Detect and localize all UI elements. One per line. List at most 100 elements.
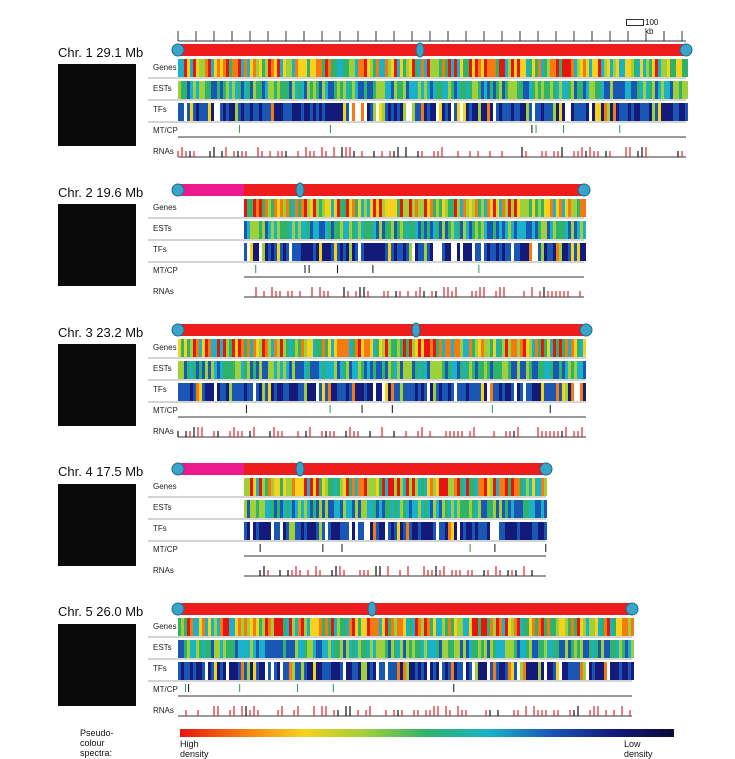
density-stripe: [259, 618, 262, 636]
density-stripe: [457, 221, 460, 239]
density-stripe: [505, 522, 508, 540]
density-stripe: [304, 81, 307, 99]
density-stripe: [481, 522, 484, 540]
density-stripe: [484, 500, 487, 518]
density-stripe: [397, 640, 400, 658]
density-stripe: [481, 339, 484, 357]
density-stripe: [466, 522, 469, 540]
density-stripe: [439, 522, 442, 540]
density-stripe: [418, 383, 421, 401]
density-stripe: [589, 59, 592, 77]
density-stripe: [607, 103, 610, 121]
density-stripe: [589, 662, 592, 680]
density-stripe: [337, 199, 340, 217]
density-stripe: [427, 103, 430, 121]
density-stripe: [478, 199, 481, 217]
density-stripe: [178, 81, 181, 99]
density-stripe: [382, 221, 385, 239]
density-stripe: [277, 361, 280, 379]
density-stripe: [679, 59, 682, 77]
density-stripe: [358, 81, 361, 99]
density-stripe: [331, 500, 334, 518]
density-stripe: [250, 199, 253, 217]
density-stripe: [445, 103, 448, 121]
density-stripe: [493, 662, 496, 680]
density-stripe: [655, 59, 658, 77]
density-stripe: [448, 221, 451, 239]
density-stripe: [184, 640, 187, 658]
density-stripe: [364, 383, 367, 401]
density-stripe: [673, 81, 676, 99]
density-stripe: [532, 339, 535, 357]
density-stripe: [262, 339, 265, 357]
density-stripe: [571, 199, 574, 217]
density-stripe: [364, 522, 367, 540]
telomere-cap: [171, 323, 185, 337]
density-stripe: [538, 199, 541, 217]
density-stripe: [295, 81, 298, 99]
density-stripe: [505, 640, 508, 658]
density-stripe: [256, 478, 259, 496]
density-stripe: [436, 522, 439, 540]
density-stripe: [484, 522, 487, 540]
density-stripe: [226, 662, 229, 680]
density-stripe: [457, 199, 460, 217]
density-stripe: [493, 103, 496, 121]
density-stripe: [448, 59, 451, 77]
density-stripe: [412, 103, 415, 121]
density-stripe: [298, 383, 301, 401]
density-stripe: [391, 243, 394, 261]
density-stripe: [223, 361, 226, 379]
density-stripe: [256, 221, 259, 239]
density-stripe: [553, 383, 556, 401]
density-stripe: [292, 500, 295, 518]
density-stripe: [475, 199, 478, 217]
density-stripe: [682, 81, 685, 99]
density-stripe: [358, 199, 361, 217]
density-stripe: [238, 361, 241, 379]
track-label: TFs: [153, 524, 167, 533]
density-stripe: [598, 103, 601, 121]
density-stripe: [403, 59, 406, 77]
density-stripe: [589, 81, 592, 99]
density-stripe: [352, 618, 355, 636]
density-stripe: [427, 662, 430, 680]
density-stripe: [475, 339, 478, 357]
density-stripe: [511, 618, 514, 636]
density-stripe: [406, 339, 409, 357]
density-stripe: [490, 199, 493, 217]
density-stripe: [364, 339, 367, 357]
density-stripe: [268, 103, 271, 121]
density-stripe: [247, 500, 250, 518]
density-stripe: [544, 59, 547, 77]
density-stripe: [580, 618, 583, 636]
density-stripe: [520, 199, 523, 217]
density-stripe: [373, 361, 376, 379]
density-stripe: [271, 81, 274, 99]
density-stripe: [289, 339, 292, 357]
density-stripe: [520, 221, 523, 239]
density-stripe: [427, 640, 430, 658]
density-stripe: [244, 199, 247, 217]
density-stripe: [382, 383, 385, 401]
density-stripe: [214, 383, 217, 401]
density-stripe: [361, 662, 364, 680]
density-stripe: [409, 618, 412, 636]
density-stripe: [361, 383, 364, 401]
density-stripe: [181, 339, 184, 357]
density-stripe: [292, 361, 295, 379]
density-stripe: [478, 618, 481, 636]
density-stripe: [508, 339, 511, 357]
density-stripe: [331, 103, 334, 121]
density-stripe: [532, 522, 535, 540]
density-stripe: [532, 199, 535, 217]
density-stripe: [460, 662, 463, 680]
density-stripe: [289, 522, 292, 540]
density-stripe: [544, 522, 547, 540]
density-stripe: [418, 618, 421, 636]
density-stripe: [670, 59, 673, 77]
density-stripe: [406, 640, 409, 658]
density-stripe: [235, 383, 238, 401]
density-stripe: [499, 199, 502, 217]
density-stripe: [298, 618, 301, 636]
